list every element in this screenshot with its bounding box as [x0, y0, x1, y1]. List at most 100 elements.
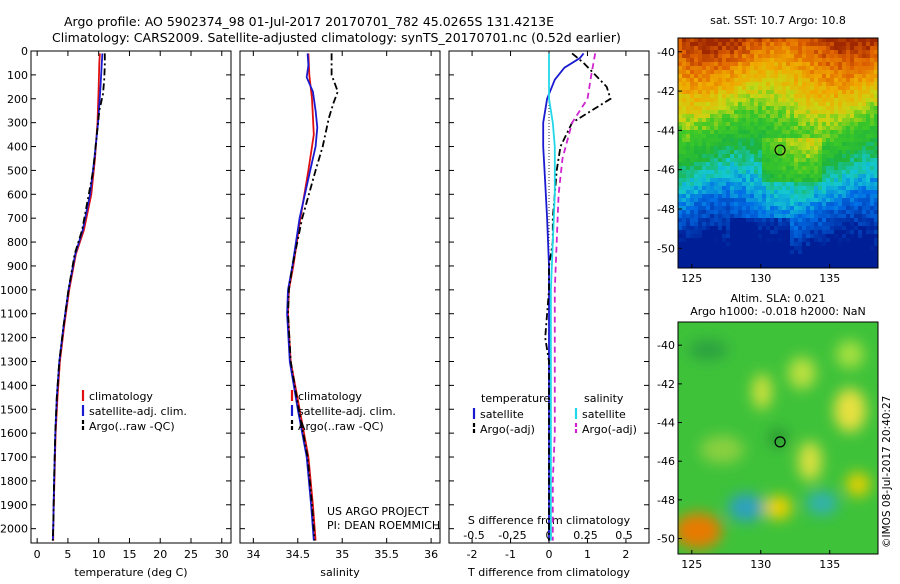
- y-tick-label: 1300: [0, 355, 28, 368]
- argo-location-marker: [774, 436, 786, 448]
- y-tick-label: -42: [657, 378, 675, 391]
- y-tick-label: 1900: [0, 499, 28, 512]
- series-line-climatology: [52, 53, 101, 541]
- sst-map: 125 130 135 -40 -42 -44 -46 -48 -50 sat. SST: 10.…: [657, 14, 879, 285]
- header-line-2: Climatology: CARS2009. Satellite-adjuste…: [52, 30, 621, 45]
- project-note-line-1: US ARGO PROJECT: [327, 505, 429, 518]
- x-tick-label: 0: [34, 548, 41, 561]
- x-tick-label: 10: [92, 548, 106, 561]
- y-tick-label: 1800: [0, 475, 28, 488]
- x-tick-label: 20: [153, 548, 167, 561]
- y-tick-label: -48: [657, 494, 675, 507]
- legend-label: satellite: [582, 408, 626, 421]
- map-subtitle: Argo h1000: -0.018 h2000: NaN: [690, 305, 866, 318]
- x-tick-label: 25: [184, 548, 198, 561]
- x-tick-label: 5: [64, 548, 71, 561]
- y-tick-label: -42: [657, 85, 675, 98]
- header-line-1: Argo profile: AO 5902374_98 01-Jul-2017 …: [64, 14, 554, 29]
- series-line-sal-argo: [551, 53, 597, 541]
- y-tick-label: -40: [657, 339, 675, 352]
- x-axis-label: temperature (deg C): [74, 566, 187, 579]
- y-tick-label: -48: [657, 203, 675, 216]
- legend-label: Argo(..raw -QC): [298, 420, 384, 433]
- legend-label: satellite-adj. clim.: [89, 405, 187, 418]
- y-tick-label: -46: [657, 455, 675, 468]
- series-line-sal-satellite: [548, 53, 556, 541]
- y-tick-label: 0: [21, 45, 28, 58]
- y-tick-label: 1000: [0, 284, 28, 297]
- y-tick-label: 400: [7, 141, 28, 154]
- legend-title-salinity: salinity: [584, 392, 624, 405]
- profile-panel-2: 34 34.5 35 35.5 36 salinity climatology satelli…: [239, 50, 441, 579]
- y-tick-label: 2000: [0, 523, 28, 536]
- series-line-argo: [287, 53, 339, 541]
- x-tick-label: 1: [584, 548, 591, 561]
- plot-frame: [30, 50, 232, 544]
- map-frame: [677, 37, 879, 269]
- legend-label: climatology: [89, 390, 153, 403]
- x-tick-label: 36: [424, 548, 438, 561]
- y-tick-label: 1700: [0, 451, 28, 464]
- x-axis-label: salinity: [320, 566, 360, 579]
- y-tick-label: 1400: [0, 379, 28, 392]
- s-tick-label: 0.5: [615, 529, 633, 542]
- imos-credit: ©IMOS 08-Jul-2017 20:40:27: [881, 396, 893, 548]
- y-tick-label: 1100: [0, 308, 28, 321]
- x-tick-label: 135: [819, 272, 840, 285]
- legend-label: satellite: [480, 408, 524, 421]
- s-tick-label: -0.25: [498, 529, 526, 542]
- project-note-line-2: PI: DEAN ROEMMICH: [327, 519, 440, 532]
- x-axis-label: T difference from climatology: [467, 566, 630, 579]
- x-tick-label: 125: [681, 272, 702, 285]
- y-tick-label: 1200: [0, 332, 28, 345]
- plot-frame: [239, 50, 441, 544]
- y-tick-label: -46: [657, 164, 675, 177]
- x-tick-label: -1: [505, 548, 516, 561]
- x-tick-label: 0: [546, 548, 553, 561]
- y-tick-label: 1500: [0, 403, 28, 416]
- y-tick-label: 300: [7, 117, 28, 130]
- x-tick-label: 125: [681, 558, 702, 571]
- map-field: [678, 38, 878, 268]
- legend-label: Argo(..raw -QC): [89, 420, 175, 433]
- x-tick-label: 34: [246, 548, 260, 561]
- legend-label: climatology: [298, 390, 362, 403]
- series-line-argo: [51, 53, 106, 541]
- y-tick-label: -44: [657, 417, 675, 430]
- legend-label: Argo(-adj): [582, 423, 637, 436]
- y-tick-label: 800: [7, 236, 28, 249]
- s-tick-label: -0.5: [463, 529, 484, 542]
- map-title: Altim. SLA: 0.021: [730, 292, 825, 305]
- y-tick-label: -40: [657, 46, 675, 59]
- sla-map: 125 130 135 -40 -42 -44 -46 -48 -50 Altim. SLA: 0…: [657, 292, 879, 571]
- profile-panel-1: 0 5 10 15 20 25 300100200300400500600700800900…: [0, 45, 232, 579]
- series-line-satellite: [51, 53, 104, 541]
- y-tick-label: 900: [7, 260, 28, 273]
- y-tick-label: 500: [7, 164, 28, 177]
- y-tick-label: -50: [657, 533, 675, 546]
- legend-label: Argo(-adj): [480, 423, 535, 436]
- argo-location-marker: [774, 144, 786, 156]
- legend-title-temperature: temperature: [481, 392, 550, 405]
- x-tick-label: 34.5: [286, 548, 311, 561]
- x-tick-label: 130: [750, 558, 771, 571]
- x-tick-label: 135: [819, 558, 840, 571]
- y-tick-label: -50: [657, 242, 675, 255]
- map-field: [678, 322, 878, 554]
- y-tick-label: 200: [7, 93, 28, 106]
- y-tick-label: 700: [7, 212, 28, 225]
- y-tick-label: 600: [7, 188, 28, 201]
- x-tick-label: 15: [122, 548, 136, 561]
- x-tick-label: 30: [215, 548, 229, 561]
- map-title: sat. SST: 10.7 Argo: 10.8: [710, 14, 846, 27]
- x-tick-label: -2: [467, 548, 478, 561]
- x-tick-label: 35.5: [374, 548, 399, 561]
- x-tick-label: 2: [622, 548, 629, 561]
- series-line-climatology: [287, 53, 317, 541]
- legend-label: satellite-adj. clim.: [298, 405, 396, 418]
- y-tick-label: -44: [657, 124, 675, 137]
- map-frame: [677, 321, 879, 555]
- y-tick-label: 100: [7, 69, 28, 82]
